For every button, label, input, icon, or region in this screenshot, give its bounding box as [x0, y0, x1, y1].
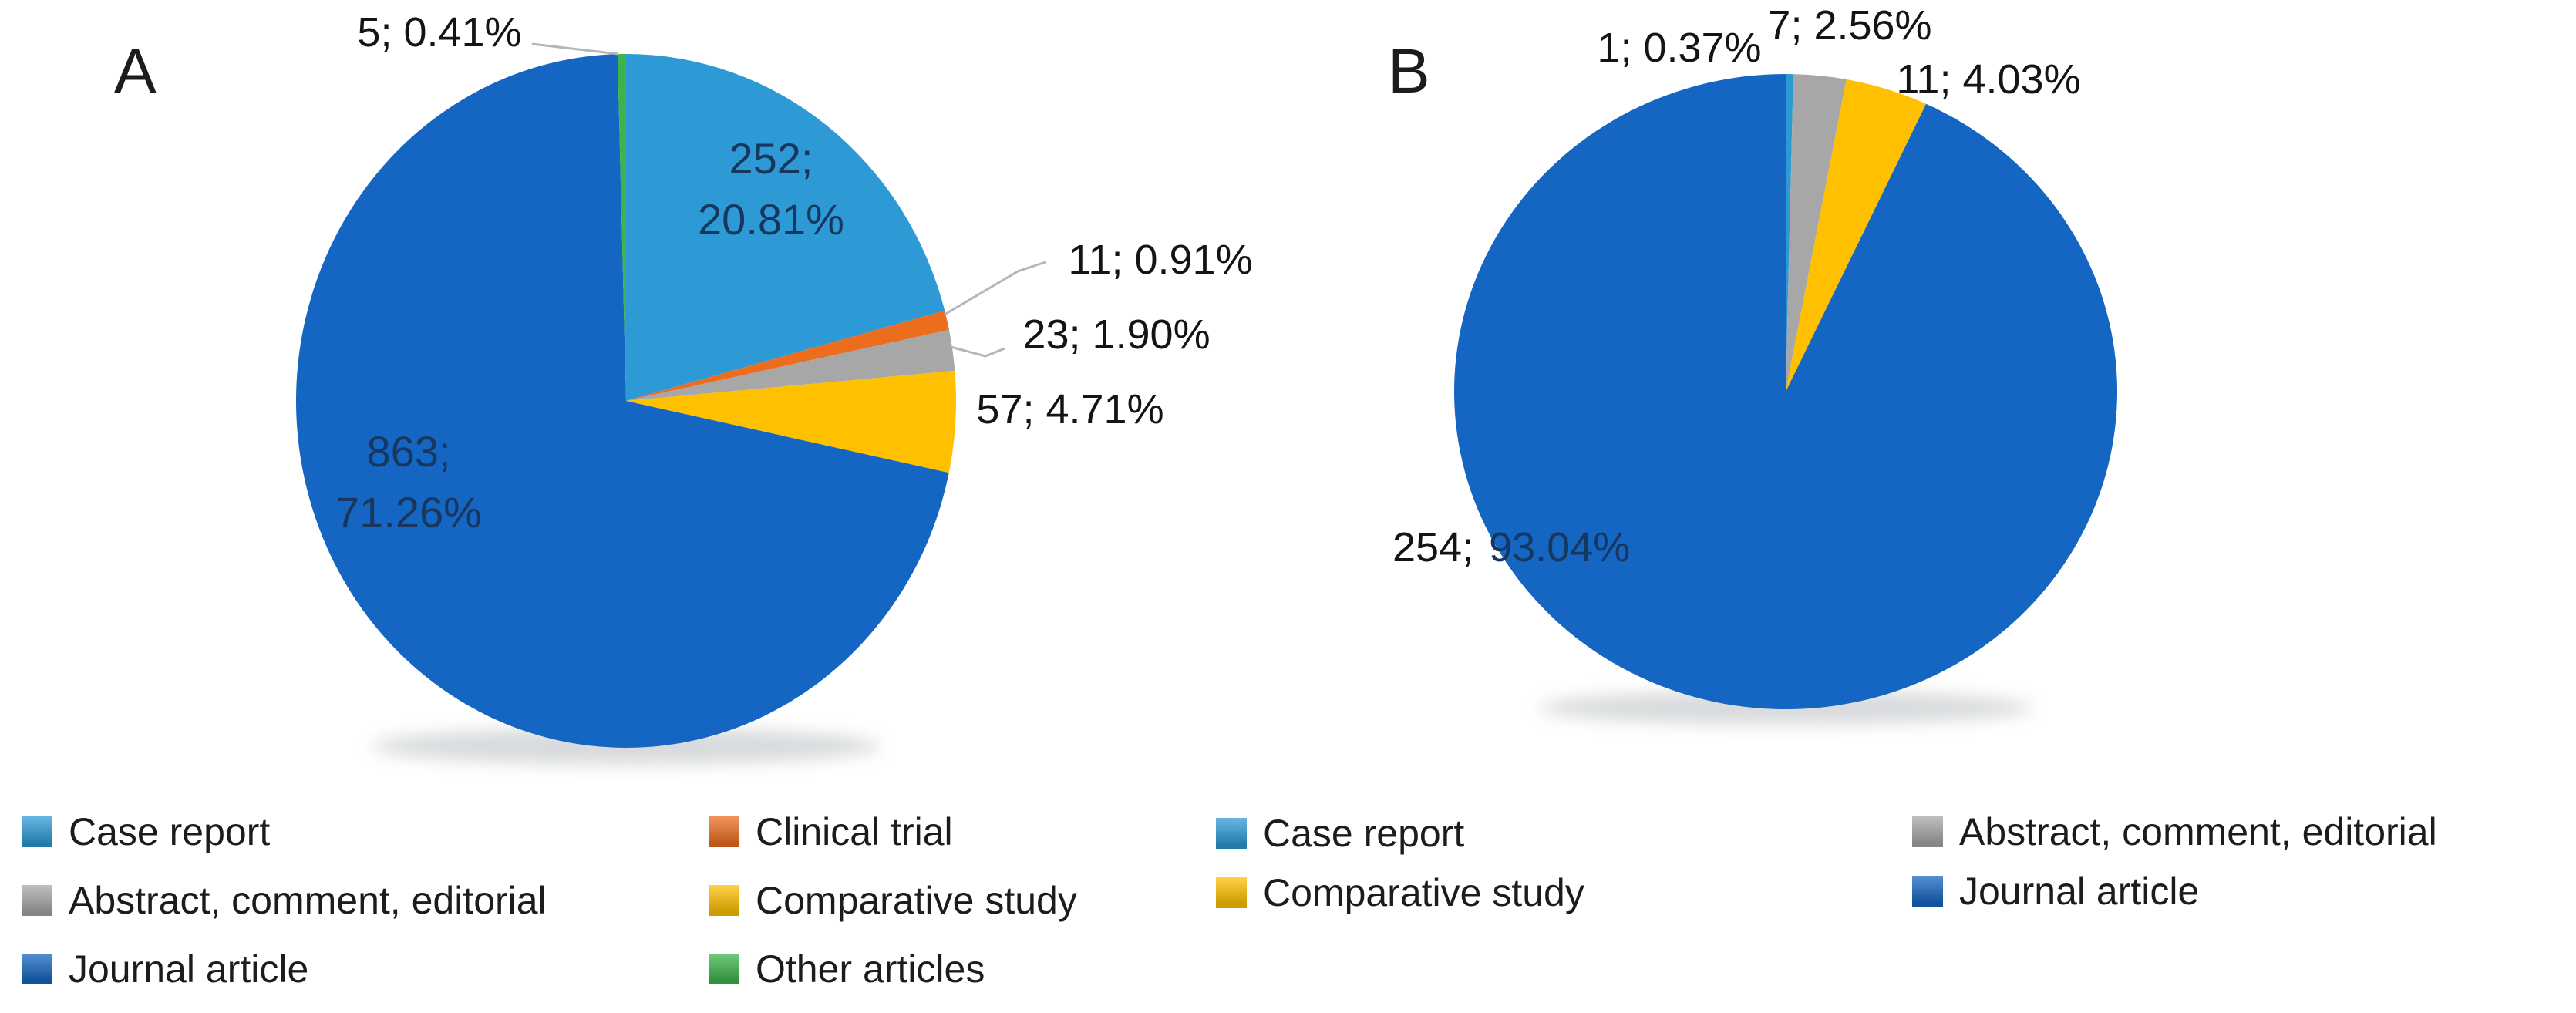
legend-b-col1: Case report Comparative study — [1216, 803, 1584, 922]
pie-slice-journal-article — [1453, 74, 2117, 709]
pie-chart-b — [1453, 74, 2117, 709]
label-a-case-report-value: 252; — [729, 134, 813, 183]
pie-slice-other-articles — [617, 53, 626, 401]
legend-label-clinical-trial: Clinical trial — [756, 809, 953, 853]
panel-a-tag: A — [114, 36, 157, 106]
legend-label-abstract: Abstract, comment, editorial — [69, 878, 547, 922]
pie-slice-comparative-study — [626, 370, 956, 473]
label-b-journal-pct: 93.04% — [1489, 524, 1631, 570]
label-b-comparative: 11; 4.03% — [1896, 56, 2081, 103]
legend-item-case-report: Case report — [22, 797, 547, 866]
label-a-journal-value: 863; — [366, 427, 451, 476]
label-a-case-report-pct: 20.81% — [698, 195, 844, 244]
panel-b-tag: B — [1388, 36, 1430, 106]
label-b-abstract: 7; 2.56% — [1767, 2, 1932, 49]
legend-label-other-articles: Other articles — [756, 947, 985, 991]
legend-item-abstract: Abstract, comment, editorial — [22, 866, 547, 934]
pie-chart-a — [295, 53, 956, 748]
label-b-journal: 254; 93.04% — [1392, 527, 1630, 568]
legend-swatch-case-report — [22, 816, 52, 847]
pie-slice-journal-article — [295, 54, 949, 748]
leader-other-articles — [531, 42, 619, 56]
label-a-abstract: 23; 1.90% — [1022, 311, 1211, 358]
label-b-journal-value: 254; — [1392, 524, 1474, 570]
legend-item-journal: Journal article — [22, 934, 547, 1003]
legend-label-journal: Journal article — [69, 947, 309, 991]
legend-label-case-report: Case report — [1263, 811, 1465, 855]
label-a-other-articles: 5; 0.41% — [357, 9, 522, 56]
legend-item-other-articles: Other articles — [709, 934, 1077, 1003]
legend-b-col2: Abstract, comment, editorial Journal art… — [1912, 802, 2437, 920]
label-a-case-report: 252; 20.81% — [698, 128, 844, 250]
leader-clinical-trial — [944, 261, 1046, 316]
legend-item-journal: Journal article — [1912, 861, 2437, 920]
legend-swatch-abstract — [22, 884, 52, 916]
legend-label-journal: Journal article — [1959, 869, 2200, 913]
legend-swatch-comparative — [709, 884, 739, 916]
legend-a-col2: Clinical trial Comparative study Other a… — [709, 797, 1077, 1003]
legend-item-clinical-trial: Clinical trial — [709, 797, 1077, 866]
legend-swatch-abstract — [1912, 816, 1943, 847]
legend-swatch-journal — [22, 953, 52, 984]
legend-swatch-other-articles — [709, 953, 739, 984]
legend-label-abstract: Abstract, comment, editorial — [1959, 809, 2437, 853]
legend-swatch-journal — [1912, 875, 1943, 907]
pie-slice-abstract-comment-editorial — [1786, 74, 1847, 392]
legend-item-comparative: Comparative study — [1216, 863, 1584, 922]
legend-item-abstract: Abstract, comment, editorial — [1912, 802, 2437, 861]
label-a-clinical-trial: 11; 0.91% — [1068, 237, 1253, 283]
label-b-case-report: 1; 0.37% — [1597, 25, 1762, 71]
legend-label-case-report: Case report — [69, 809, 271, 853]
pie-slice-abstract-comment-editorial — [626, 329, 955, 401]
legend-swatch-case-report — [1216, 817, 1247, 849]
pie-slice-clinical-trial — [626, 310, 949, 401]
legend-label-comparative: Comparative study — [756, 878, 1077, 922]
legend-swatch-clinical-trial — [709, 816, 739, 847]
label-a-comparative: 57; 4.71% — [976, 386, 1164, 432]
pie-slice-case-report — [1786, 74, 1793, 392]
legend-swatch-comparative — [1216, 877, 1247, 908]
pie-slice-comparative-study — [1786, 79, 1927, 392]
label-a-journal: 863; 71.26% — [335, 421, 482, 543]
leader-abstract — [950, 345, 1005, 358]
pie-slice-case-report — [626, 54, 945, 401]
label-a-journal-pct: 71.26% — [335, 488, 482, 537]
legend-a-col1: Case report Abstract, comment, editorial… — [22, 797, 547, 1003]
legend-label-comparative: Comparative study — [1263, 870, 1584, 914]
legend-item-comparative: Comparative study — [709, 866, 1077, 934]
leader-lines — [531, 42, 1046, 358]
legend-item-case-report: Case report — [1216, 803, 1584, 863]
